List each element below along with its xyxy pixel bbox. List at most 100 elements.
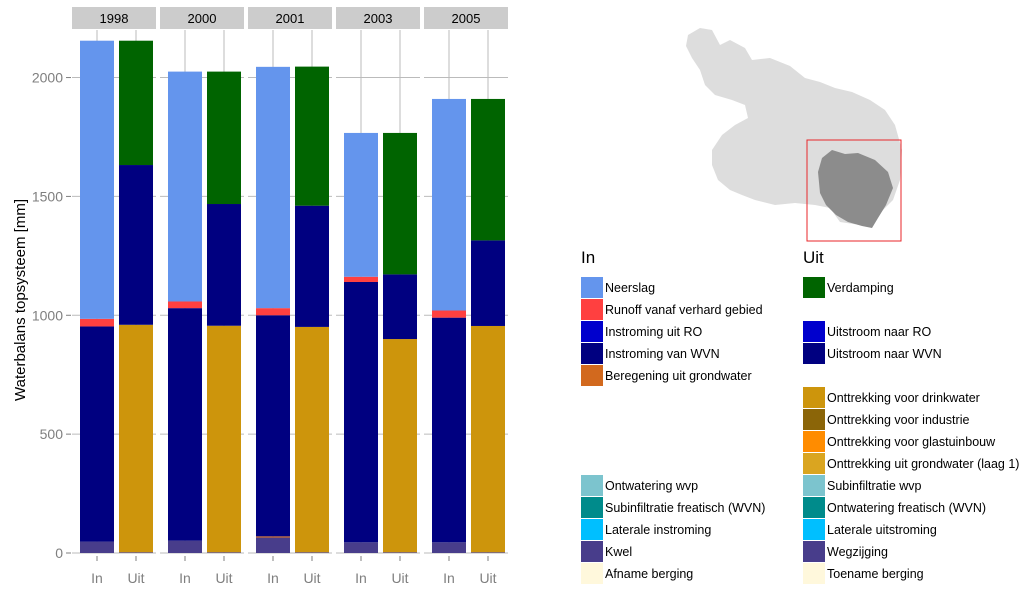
legend-uit-item-ontwatering-freatisch-wvn-: Ontwatering freatisch (WVN) xyxy=(827,501,986,515)
legend-in-swatch-instroming-van-wvn xyxy=(581,343,603,364)
x-tick-label-2005-uit: Uit xyxy=(479,570,496,586)
y-axis-label: Waterbalans topsysteem [mm] xyxy=(12,199,29,401)
facet-strip-2003 xyxy=(336,7,420,29)
bar-2000-uit-verdamping xyxy=(207,71,241,205)
bar-1998-uit-verdamping xyxy=(119,40,153,166)
legend-in-swatch-neerslag xyxy=(581,277,603,298)
region-map xyxy=(686,28,902,242)
y-tick-label: 2000 xyxy=(32,70,63,86)
legend-uit-swatch-onttrekking-voor-glastuinbouw xyxy=(803,431,825,452)
facet-strip-2000 xyxy=(160,7,244,29)
legend-uit-item-toename-berging: Toename berging xyxy=(827,567,924,581)
legend-uit: Verdamping Uitstroom naar RO Uitstroom naa… xyxy=(803,277,1019,584)
legend-in-swatch-subinfiltratie-freatisch-wvn- xyxy=(581,497,603,518)
bar-2005-uit-verdamping xyxy=(471,98,505,241)
legend-in-item-instroming-van-wvn: Instroming van WVN xyxy=(605,347,720,361)
legend-uit-swatch-onttrekking-voor-industrie xyxy=(803,409,825,430)
bar-1998-in-kwel xyxy=(80,541,114,553)
bar-2003-uit-uitstroom-naar-wvn xyxy=(383,274,417,340)
legend-uit-title: Uit xyxy=(803,248,824,267)
y-tick-label: 0 xyxy=(55,545,63,561)
y-tick-label: 1500 xyxy=(32,188,63,204)
legend-in-swatch-ontwatering-wvp xyxy=(581,475,603,496)
legend-uit-item-uitstroom-naar-wvn: Uitstroom naar WVN xyxy=(827,347,942,361)
facet-strip-2001 xyxy=(248,7,332,29)
bar-1998-in-instroming-van-wvn xyxy=(80,326,114,542)
legend-uit-item-wegzijging: Wegzijging xyxy=(827,545,888,559)
bar-2001-uit-onttrekking-voor-drinkwater xyxy=(295,326,329,553)
bar-2000-in-runoff-vanaf-verhard-gebied xyxy=(168,301,202,309)
bar-2000-in-instroming-van-wvn xyxy=(168,308,202,541)
y-tick-label: 500 xyxy=(40,426,64,442)
x-tick-label-2001-in: In xyxy=(267,570,279,586)
facet-label-2001: 2001 xyxy=(276,11,305,26)
legend-uit-item-onttrekking-voor-drinkwater: Onttrekking voor drinkwater xyxy=(827,391,980,405)
facet-strip-2005 xyxy=(424,7,508,29)
legend-uit-swatch-subinfiltratie-wvp xyxy=(803,475,825,496)
legend-in-item-runoff-vanaf-verhard-gebied: Runoff vanaf verhard gebied xyxy=(605,303,763,317)
legend-uit-swatch-laterale-uitstroming xyxy=(803,519,825,540)
legend-in-swatch-beregening-uit-grondwater xyxy=(581,365,603,386)
bar-2005-in-neerslag xyxy=(432,98,466,311)
bars xyxy=(80,40,505,553)
bar-2003-in-runoff-vanaf-verhard-gebied xyxy=(344,276,378,282)
x-tick-label-2003-uit: Uit xyxy=(391,570,408,586)
legend-uit-item-uitstroom-naar-ro: Uitstroom naar RO xyxy=(827,325,931,339)
legend-uit-item-onttrekking-uit-grondwater-laag-1-: Onttrekking uit grondwater (laag 1) xyxy=(827,457,1019,471)
bar-2001-in-kwel xyxy=(256,537,290,553)
facet-label-2000: 2000 xyxy=(188,11,217,26)
bar-2001-uit-verdamping xyxy=(295,66,329,206)
legend-in-title: In xyxy=(581,248,595,267)
x-tick-label-2003-in: In xyxy=(355,570,367,586)
legend-uit-swatch-onttrekking-voor-drinkwater xyxy=(803,387,825,408)
bar-2005-in-kwel xyxy=(432,542,466,553)
axes: In Uit In Uit In Uit In Uit In Uit 0 500 1000 1500 200… xyxy=(32,70,497,586)
bar-2001-in-runoff-vanaf-verhard-gebied xyxy=(256,308,290,316)
legend-in-swatch-afname-berging xyxy=(581,563,603,584)
legend-in-swatch-instroming-uit-ro xyxy=(581,321,603,342)
bar-2003-uit-onttrekking-voor-drinkwater xyxy=(383,339,417,553)
x-tick-label-2000-uit: Uit xyxy=(215,570,232,586)
region-map-frame xyxy=(806,139,902,242)
x-tick-label-2001-uit: Uit xyxy=(303,570,320,586)
x-tick-label-1998-in: In xyxy=(91,570,103,586)
y-tick-label: 1000 xyxy=(32,307,63,323)
bar-2005-in-instroming-van-wvn xyxy=(432,317,466,543)
legend-in-item-afname-berging: Afname berging xyxy=(605,567,693,581)
bar-2000-in-kwel xyxy=(168,540,202,553)
bar-2000-uit-wegzijging xyxy=(207,552,241,553)
legend-in-item-laterale-instroming: Laterale instroming xyxy=(605,523,711,537)
x-tick-label-2005-in: In xyxy=(443,570,455,586)
bar-2003-in-kwel xyxy=(344,542,378,553)
bar-2001-in-beregening-uit-grondwater xyxy=(256,536,290,538)
legend-in-item-subinfiltratie-freatisch-wvn-: Subinfiltratie freatisch (WVN) xyxy=(605,501,765,515)
legend-uit-swatch-wegzijging xyxy=(803,541,825,562)
legend-uit-item-subinfiltratie-wvp: Subinfiltratie wvp xyxy=(827,479,922,493)
bar-2001-uit-uitstroom-naar-wvn xyxy=(295,205,329,327)
legend-in-swatch-laterale-instroming xyxy=(581,519,603,540)
bar-2000-in-neerslag xyxy=(168,71,202,302)
bar-2000-uit-uitstroom-naar-wvn xyxy=(207,204,241,326)
bar-2005-in-runoff-vanaf-verhard-gebied xyxy=(432,310,466,318)
legend-in-item-ontwatering-wvp: Ontwatering wvp xyxy=(605,479,698,493)
bar-2001-uit-wegzijging xyxy=(295,552,329,553)
bar-2003-uit-verdamping xyxy=(383,132,417,275)
bar-1998-in-neerslag xyxy=(80,40,114,319)
region-map-highlight xyxy=(818,150,893,228)
bar-2001-in-neerslag xyxy=(256,66,290,309)
legend-in-item-beregening-uit-grondwater: Beregening uit grondwater xyxy=(605,369,752,383)
legend-in: Neerslag Runoff vanaf verhard gebied Instr… xyxy=(581,277,765,584)
legend-in-item-instroming-uit-ro: Instroming uit RO xyxy=(605,325,703,339)
legend-uit-swatch-toename-berging xyxy=(803,563,825,584)
legend-in-swatch-kwel xyxy=(581,541,603,562)
x-tick-label-1998-uit: Uit xyxy=(127,570,144,586)
legend-uit-swatch-verdamping xyxy=(803,277,825,298)
facet-label-2005: 2005 xyxy=(452,11,481,26)
bar-1998-in-runoff-vanaf-verhard-gebied xyxy=(80,318,114,327)
legend-uit-swatch-ontwatering-freatisch-wvn- xyxy=(803,497,825,518)
bar-2003-in-neerslag xyxy=(344,132,378,277)
legend-uit-item-onttrekking-voor-glastuinbouw: Onttrekking voor glastuinbouw xyxy=(827,435,996,449)
legend-uit-swatch-uitstroom-naar-ro xyxy=(803,321,825,342)
bar-2000-uit-onttrekking-voor-drinkwater xyxy=(207,325,241,553)
